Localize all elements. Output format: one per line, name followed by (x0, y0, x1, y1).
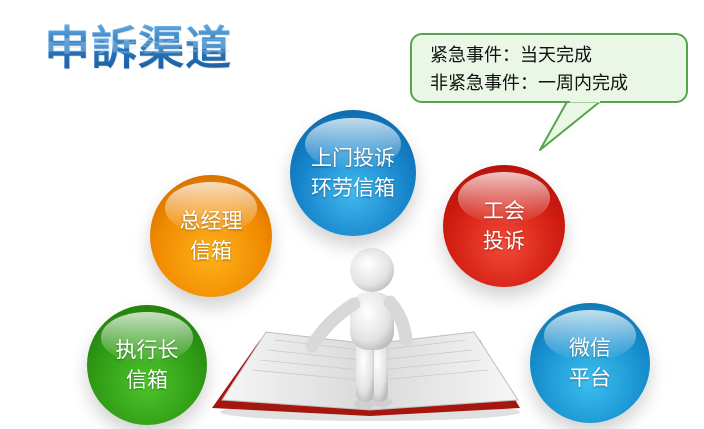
channel-label-line1: 微信 (569, 336, 611, 360)
channel-label-line2: 投诉 (483, 229, 525, 253)
book-left-pages (221, 331, 371, 411)
page-title: 申訴渠道 (44, 12, 232, 78)
speech-bubble: 紧急事件：当天完成 非紧急事件：一周内完成 (410, 33, 688, 103)
channel-label-line2: 信箱 (190, 239, 232, 263)
channel-wechat-platform: 微信 平台 (530, 303, 650, 423)
person-figure (305, 248, 413, 409)
channel-label-line1: 工会 (483, 199, 525, 223)
channel-label-line2: 信箱 (126, 368, 168, 392)
channel-ceo-mailbox: 执行长 信箱 (87, 305, 207, 425)
channel-union-complaint: 工会 投诉 (443, 165, 565, 287)
channel-gm-mailbox: 总经理 信箱 (150, 175, 272, 297)
note-urgent: 紧急事件：当天完成 (430, 45, 592, 66)
book-figure-illustration (212, 248, 520, 421)
channel-label-line1: 执行长 (115, 338, 179, 362)
book-right-pages (369, 331, 519, 411)
channel-visit-complaint: 上门投诉 环劳信箱 (290, 110, 416, 236)
channel-label-line2: 平台 (569, 366, 611, 390)
channel-label-line1: 总经理 (179, 209, 243, 233)
channel-label-line2: 环劳信箱 (311, 176, 395, 200)
channel-label-line1: 上门投诉 (311, 146, 395, 170)
note-non-urgent: 非紧急事件：一周内完成 (430, 73, 628, 94)
